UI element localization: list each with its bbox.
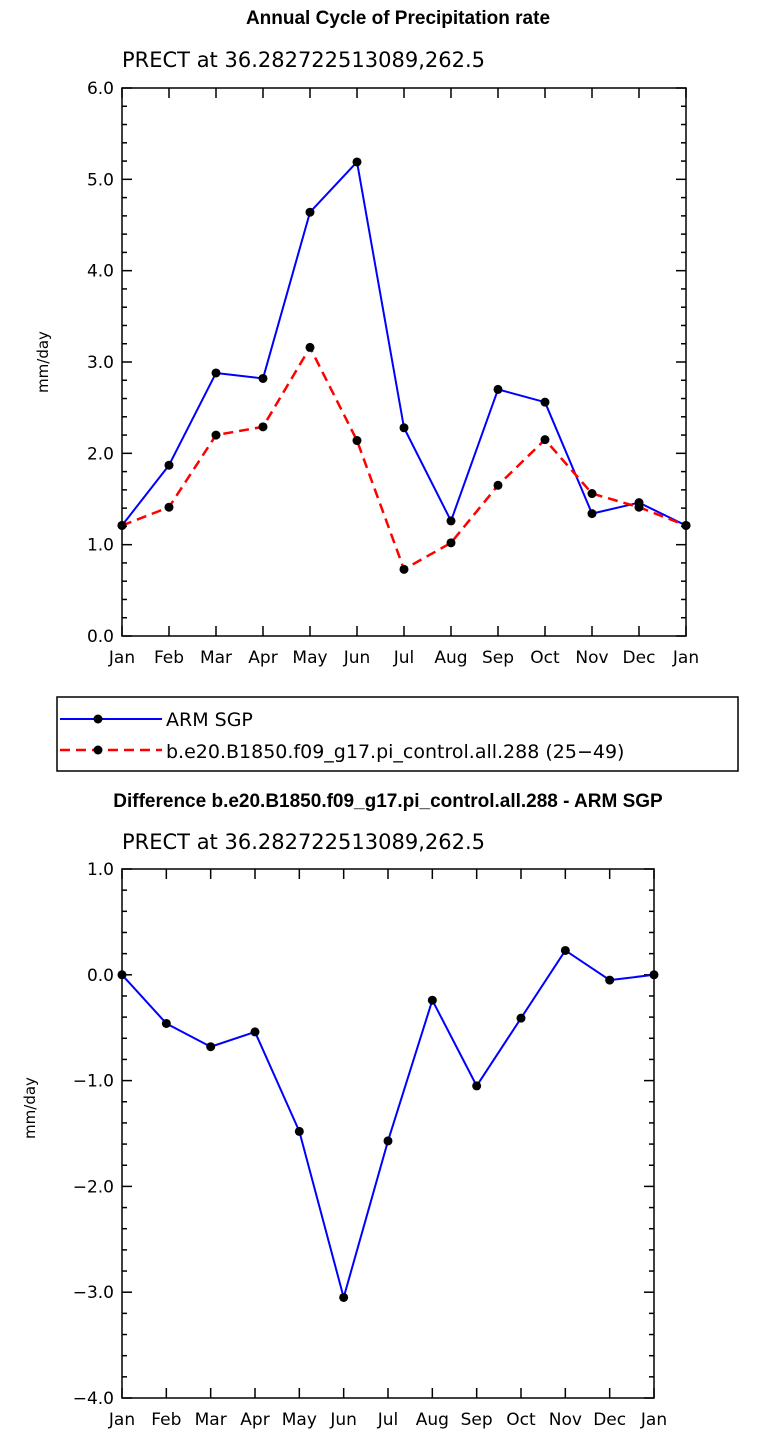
legend-marker-model (93, 745, 103, 755)
data-point (493, 480, 503, 490)
annual-cycle-chart: Annual Cycle of Precipitation rate PRECT… (34, 8, 699, 668)
x-tick-label: Feb (151, 1410, 181, 1430)
plot-frame (121, 868, 655, 1399)
y-tick-labels: −4.0 −3.0 −2.0 −1.0 0.0 1.0 (73, 860, 114, 1409)
series-line (121, 160, 687, 527)
data-point (472, 1081, 482, 1091)
data-point (587, 509, 597, 519)
data-point (399, 564, 409, 574)
x-tick-label: Jul (377, 1410, 399, 1430)
y-tick-label: 1.0 (87, 860, 114, 880)
x-tick-label: Jun (329, 1410, 357, 1430)
data-point (206, 1042, 216, 1052)
x-tick-label: Nov (575, 648, 608, 668)
x-tick-label: Sep (482, 648, 514, 668)
x-tick-label: Jun (343, 648, 371, 668)
x-tick-label: Jul (393, 648, 415, 668)
data-point (540, 397, 550, 407)
data-point (352, 157, 362, 167)
x-tick-labels: Jan Feb Mar Apr May Jun Jul Aug Sep Oct Nov Dec Jan (108, 1410, 667, 1430)
plot-frame (121, 87, 687, 637)
series-group (117, 157, 691, 574)
data-point (427, 995, 437, 1005)
y-tick-label: 1.0 (87, 536, 114, 556)
x-tick-labels: Jan Feb Mar Apr May Jun Jul Aug Sep Oct Nov Dec Jan (108, 648, 699, 668)
tick-marks (121, 87, 687, 637)
chart-title: Annual Cycle of Precipitation rate (246, 8, 550, 29)
data-point (258, 373, 268, 383)
series-group (117, 945, 659, 1302)
x-tick-label: Jan (108, 1410, 135, 1430)
x-tick-label: Dec (593, 1410, 626, 1430)
y-tick-label: 2.0 (87, 444, 114, 464)
x-tick-label: Jan (672, 648, 699, 668)
data-point (161, 1018, 171, 1028)
x-tick-label: Oct (530, 648, 560, 668)
y-tick-label: 0.0 (87, 966, 114, 986)
x-tick-label: Jan (640, 1410, 667, 1430)
chart-subtitle: PRECT at 36.282722513089,262.5 (122, 830, 485, 854)
y-tick-labels: 0.0 1.0 2.0 3.0 4.0 5.0 6.0 (87, 79, 114, 647)
x-tick-label: Mar (200, 648, 232, 668)
series-line (121, 346, 687, 571)
x-tick-label: Feb (154, 648, 184, 668)
y-tick-label: 0.0 (87, 627, 114, 647)
difference-chart: Difference b.e20.B1850.f09_g17.pi_contro… (21, 791, 667, 1430)
data-point (560, 945, 570, 955)
data-point (164, 460, 174, 470)
x-tick-label: Apr (240, 1410, 269, 1430)
x-tick-label: Sep (461, 1410, 493, 1430)
x-tick-label: Jan (108, 648, 135, 668)
data-point (305, 342, 315, 352)
x-tick-label: Mar (195, 1410, 227, 1430)
data-point (294, 1126, 304, 1136)
data-point (211, 368, 221, 378)
x-tick-label: Oct (506, 1410, 536, 1430)
data-point (516, 1013, 526, 1023)
y-tick-label: −1.0 (73, 1072, 114, 1092)
x-tick-label: May (282, 1410, 317, 1430)
data-point (446, 516, 456, 526)
data-point (339, 1292, 349, 1302)
chart-subtitle: PRECT at 36.282722513089,262.5 (122, 48, 485, 72)
data-point (305, 207, 315, 217)
x-tick-label: May (292, 648, 327, 668)
y-tick-label: −4.0 (73, 1389, 114, 1409)
legend: ARM SGP b.e20.B1850.f09_g17.pi_control.a… (56, 696, 739, 772)
y-tick-label: 6.0 (87, 79, 114, 99)
y-tick-label: 5.0 (87, 170, 114, 190)
data-point (634, 502, 644, 512)
x-tick-label: Nov (549, 1410, 582, 1430)
data-point (250, 1027, 260, 1037)
legend-marker-arm-sgp (93, 714, 103, 724)
tick-marks (121, 868, 655, 1399)
x-tick-label: Apr (248, 648, 277, 668)
y-tick-label: 4.0 (87, 262, 114, 282)
series-line (121, 949, 655, 1299)
chart-title: Difference b.e20.B1850.f09_g17.pi_contro… (113, 791, 663, 812)
x-tick-label: Aug (434, 648, 467, 668)
legend-box (56, 696, 739, 772)
data-point (352, 436, 362, 446)
data-point (258, 422, 268, 432)
x-tick-label: Dec (623, 648, 656, 668)
data-point (587, 489, 597, 499)
legend-label-model: b.e20.B1850.f09_g17.pi_control.all.288 (… (166, 741, 624, 763)
data-point (605, 975, 615, 985)
legend-label-arm-sgp: ARM SGP (166, 709, 253, 731)
data-point (540, 435, 550, 445)
data-point (493, 384, 503, 394)
y-tick-label: −2.0 (73, 1177, 114, 1197)
y-axis-label: mm/day (21, 1077, 39, 1139)
x-tick-label: Aug (416, 1410, 449, 1430)
y-axis-label: mm/day (34, 331, 52, 393)
y-tick-label: 3.0 (87, 353, 114, 373)
y-tick-label: −3.0 (73, 1283, 114, 1303)
data-point (446, 538, 456, 548)
data-point (399, 423, 409, 433)
data-point (164, 502, 174, 512)
data-point (383, 1136, 393, 1146)
data-point (211, 430, 221, 440)
